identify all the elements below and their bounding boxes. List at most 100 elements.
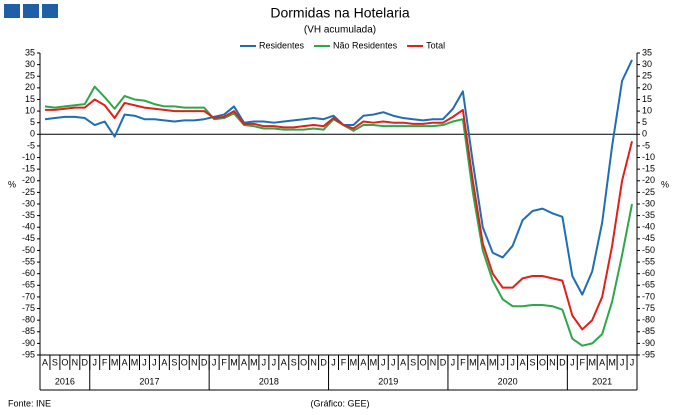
y2-tick-label: -15 xyxy=(642,164,655,174)
y2-tick-label: -55 xyxy=(642,256,655,266)
logo-block xyxy=(42,4,58,18)
x-tick-label: S xyxy=(52,357,58,367)
series-line xyxy=(44,98,633,331)
y-tick-label: -15 xyxy=(22,164,35,174)
chart-title: Dormidas na Hotelaria xyxy=(270,5,409,21)
x-tick-label: S xyxy=(291,357,297,367)
y2-tick-label: -25 xyxy=(642,187,655,197)
x-tick-label: O xyxy=(181,357,188,367)
x-tick-label: O xyxy=(300,357,307,367)
x-tick-label: M xyxy=(608,357,616,367)
x-tick-label: A xyxy=(122,357,128,367)
y-tick-label: -30 xyxy=(22,198,35,208)
x-tick-label: D xyxy=(82,357,89,367)
y-tick-label: -50 xyxy=(22,245,35,255)
x-tick-label: A xyxy=(360,357,366,367)
y2-tick-label: -75 xyxy=(642,303,655,313)
x-tick-label: J xyxy=(142,357,147,367)
x-tick-label: J xyxy=(630,357,635,367)
x-tick-label: M xyxy=(131,357,139,367)
y-tick-label: 0 xyxy=(30,129,35,139)
y2-tick-label: 25 xyxy=(642,71,652,81)
y-tick-label: -70 xyxy=(22,291,35,301)
x-tick-label: M xyxy=(230,357,238,367)
legend-label: Residentes xyxy=(259,40,305,50)
x-tick-label: O xyxy=(420,357,427,367)
x-tick-label: J xyxy=(262,357,267,367)
y-tick-label: -35 xyxy=(22,210,35,220)
x-tick-label: F xyxy=(460,357,466,367)
y2-tick-label: -65 xyxy=(642,280,655,290)
y-tick-label: 25 xyxy=(25,71,35,81)
x-tick-label: J xyxy=(331,357,336,367)
y2-tick-label: -30 xyxy=(642,198,655,208)
y2-tick-label: -50 xyxy=(642,245,655,255)
legend-label: Não Residentes xyxy=(333,40,398,50)
series-line xyxy=(44,85,634,347)
y2-tick-label: 0 xyxy=(642,129,647,139)
y2-tick-label: -70 xyxy=(642,291,655,301)
x-tick-label: F xyxy=(102,357,108,367)
y-tick-label: -5 xyxy=(27,140,35,150)
source: Fonte: INE xyxy=(8,398,51,408)
y-tick-label: -80 xyxy=(22,315,35,325)
x-tick-label: J xyxy=(570,357,575,367)
x-tick-label: J xyxy=(391,357,396,367)
y2-axis-label: % xyxy=(661,179,669,189)
x-tick-label: D xyxy=(201,357,208,367)
legend-label: Total xyxy=(426,40,445,50)
y-tick-label: -20 xyxy=(22,175,35,185)
x-tick-label: M xyxy=(489,357,497,367)
y2-tick-label: -90 xyxy=(642,338,655,348)
y2-tick-label: 15 xyxy=(642,94,652,104)
y-tick-label: -95 xyxy=(22,349,35,359)
x-tick-label: A xyxy=(400,357,406,367)
y-tick-label: -25 xyxy=(22,187,35,197)
chart-subtitle: (VH acumulada) xyxy=(304,25,376,36)
x-tick-label: S xyxy=(410,357,416,367)
y-tick-label: 15 xyxy=(25,94,35,104)
x-tick-label: M xyxy=(588,357,596,367)
x-tick-label: A xyxy=(281,357,287,367)
y-tick-label: 30 xyxy=(25,59,35,69)
x-tick-label: J xyxy=(451,357,456,367)
y2-tick-label: 10 xyxy=(642,105,652,115)
y2-tick-label: -85 xyxy=(642,326,655,336)
x-tick-label: M xyxy=(350,357,358,367)
y-tick-label: -40 xyxy=(22,222,35,232)
y2-tick-label: -35 xyxy=(642,210,655,220)
y2-tick-label: -80 xyxy=(642,315,655,325)
y-tick-label: 35 xyxy=(25,47,35,57)
y-tick-label: -60 xyxy=(22,268,35,278)
x-tick-label: S xyxy=(171,357,177,367)
x-tick-label: A xyxy=(161,357,167,367)
x-tick-label: M xyxy=(469,357,477,367)
x-tick-label: F xyxy=(341,357,347,367)
x-tick-label: J xyxy=(152,357,157,367)
year-label: 2017 xyxy=(139,376,159,386)
x-tick-label: M xyxy=(370,357,378,367)
x-tick-label: J xyxy=(500,357,505,367)
y-tick-label: 20 xyxy=(25,82,35,92)
x-tick-label: M xyxy=(111,357,119,367)
x-tick-label: J xyxy=(620,357,625,367)
x-tick-label: N xyxy=(430,357,437,367)
y2-tick-label: -45 xyxy=(642,233,655,243)
logo-block xyxy=(23,4,39,18)
year-label: 2018 xyxy=(259,376,279,386)
y2-tick-label: 20 xyxy=(642,82,652,92)
x-tick-label: J xyxy=(212,357,217,367)
y-tick-label: -85 xyxy=(22,326,35,336)
x-tick-label: A xyxy=(480,357,486,367)
y2-tick-label: 30 xyxy=(642,59,652,69)
logo-block xyxy=(4,4,20,18)
x-tick-label: N xyxy=(549,357,556,367)
x-tick-label: J xyxy=(510,357,515,367)
x-tick-label: N xyxy=(191,357,198,367)
year-label: 2020 xyxy=(498,376,518,386)
y-tick-label: -10 xyxy=(22,152,35,162)
y-tick-label: -55 xyxy=(22,256,35,266)
x-tick-label: D xyxy=(440,357,447,367)
x-tick-label: O xyxy=(539,357,546,367)
